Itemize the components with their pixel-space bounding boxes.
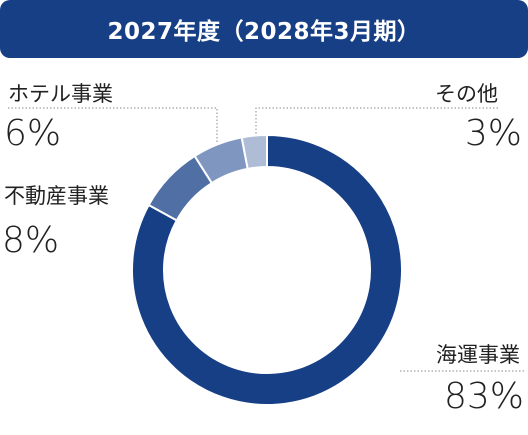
value-shipping: 83%	[444, 376, 524, 417]
chart-title-banner: 2027年度（2028年3月期）	[0, 0, 528, 58]
chart-title: 2027年度（2028年3月期）	[107, 19, 421, 45]
value-realestate: 8%	[2, 220, 59, 261]
value-other: 3%	[465, 113, 522, 154]
value-hotel: 6%	[4, 113, 61, 154]
slice-shipping	[131, 133, 403, 406]
label-hotel: ホテル事業	[8, 82, 113, 106]
label-realestate: 不動産事業	[4, 184, 109, 208]
label-shipping: 海運事業	[436, 343, 520, 367]
label-other: その他	[435, 82, 498, 106]
slice-other	[240, 133, 268, 170]
leader-other	[254, 107, 498, 135]
